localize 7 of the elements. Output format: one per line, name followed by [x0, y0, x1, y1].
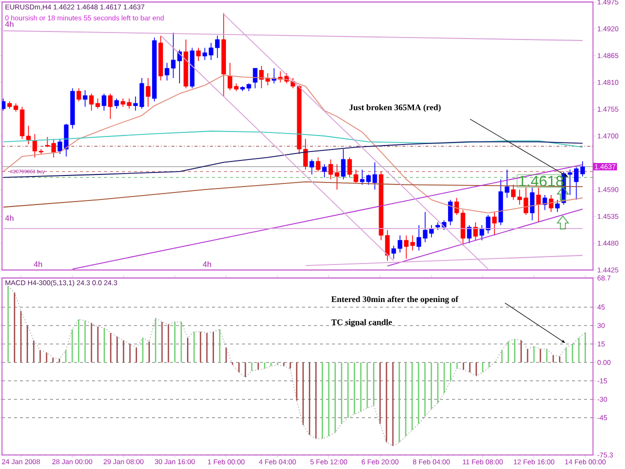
annotation: Just broken 365MA (red): [349, 104, 441, 112]
annotation: 4h: [202, 261, 212, 267]
annotation: 4h: [5, 21, 14, 27]
annotation: Entered 30min after the opening of: [331, 296, 458, 304]
annotation: 4h: [5, 215, 14, 221]
annotation: 4h: [34, 261, 42, 267]
annotation: TC signal candle: [331, 319, 392, 327]
